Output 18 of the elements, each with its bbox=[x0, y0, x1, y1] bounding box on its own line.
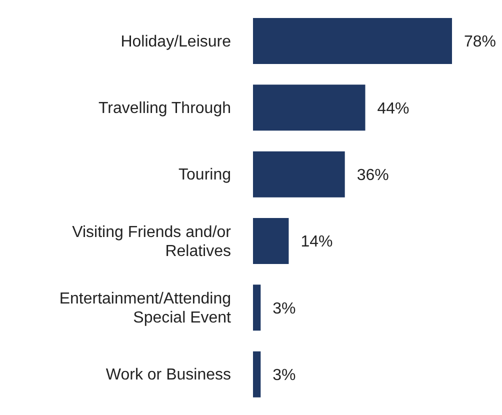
bar bbox=[253, 151, 345, 198]
y-tick-label: Touring bbox=[178, 166, 231, 184]
data-label: 14% bbox=[300, 234, 333, 251]
bar bbox=[253, 18, 452, 64]
data-label: 44% bbox=[377, 100, 410, 118]
bar bbox=[253, 218, 289, 264]
bar bbox=[253, 284, 261, 331]
bar bbox=[253, 84, 366, 131]
y-tick-label: Holiday/Leisure bbox=[120, 32, 232, 50]
y-tick-label: Travelling Through bbox=[98, 100, 231, 116]
data-label: 3% bbox=[272, 367, 296, 384]
y-tick-label: Work or Business bbox=[106, 366, 231, 384]
data-label: 36% bbox=[356, 167, 389, 184]
y-tick-label: Entertainment/Attending Special Event bbox=[59, 290, 232, 326]
data-label: 78% bbox=[464, 34, 496, 51]
data-label: 3% bbox=[272, 300, 296, 318]
bar bbox=[253, 351, 261, 398]
y-tick-label: Visiting Friends and/or Relatives bbox=[72, 223, 232, 260]
